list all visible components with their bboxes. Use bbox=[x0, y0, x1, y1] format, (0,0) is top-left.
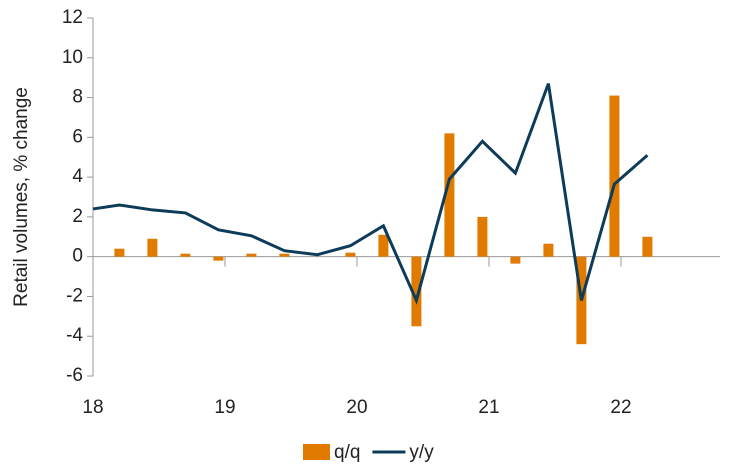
bar bbox=[444, 133, 455, 257]
bar bbox=[180, 253, 191, 257]
bar bbox=[609, 95, 620, 257]
legend-label: y/y bbox=[409, 442, 434, 463]
bar bbox=[114, 248, 125, 257]
y-tick-label: 0 bbox=[72, 246, 83, 267]
y-axis-label: Retail volumes, % change bbox=[11, 87, 32, 307]
bar bbox=[246, 253, 257, 257]
bar bbox=[642, 236, 653, 257]
legend-label: q/q bbox=[334, 442, 360, 463]
bar bbox=[279, 253, 290, 257]
line bbox=[92, 83, 649, 305]
y-tick-label: -2 bbox=[66, 285, 83, 306]
bar bbox=[213, 256, 224, 261]
y-tick-label: 6 bbox=[72, 126, 83, 147]
bar bbox=[147, 238, 158, 257]
bar bbox=[378, 234, 389, 257]
x-tick-label: 22 bbox=[610, 397, 631, 418]
bar bbox=[543, 243, 554, 257]
x-tick-label: 21 bbox=[478, 397, 499, 418]
bar bbox=[345, 252, 356, 257]
y-tick-label: -6 bbox=[66, 365, 83, 386]
y-tick-label: 4 bbox=[72, 166, 83, 187]
y-tick-label: 10 bbox=[62, 47, 83, 68]
x-tick-label: 19 bbox=[214, 397, 235, 418]
y-tick-label: 2 bbox=[72, 206, 83, 227]
x-tick-label: 20 bbox=[346, 397, 367, 418]
y-tick-label: 12 bbox=[62, 7, 83, 28]
bar bbox=[477, 216, 488, 257]
y-tick-label: 8 bbox=[72, 87, 83, 108]
x-tick-label: 18 bbox=[82, 397, 103, 418]
bar bbox=[411, 256, 422, 327]
legend-swatch bbox=[303, 444, 330, 460]
y-tick-label: -4 bbox=[66, 325, 83, 346]
bar bbox=[510, 256, 521, 264]
